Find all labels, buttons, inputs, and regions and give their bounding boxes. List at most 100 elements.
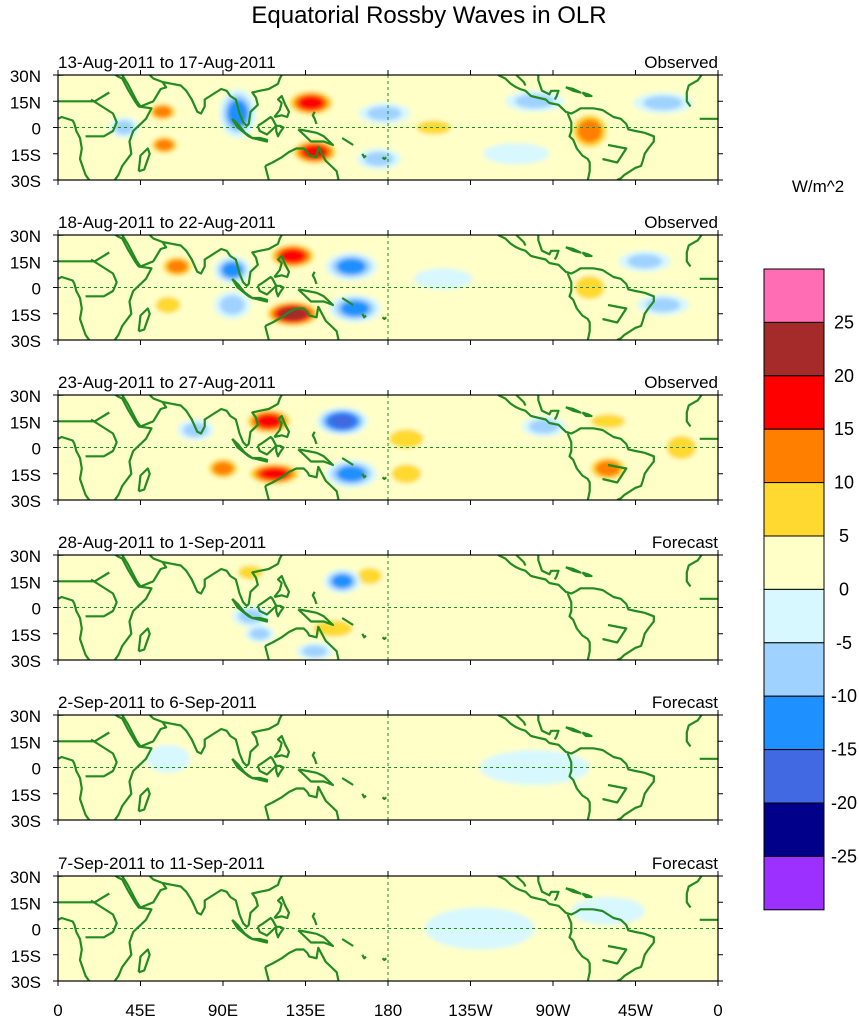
coastline bbox=[497, 395, 576, 435]
anomaly-contour bbox=[595, 460, 621, 477]
olr-anomaly-field bbox=[58, 876, 718, 981]
anomaly-contour bbox=[643, 95, 683, 111]
coastline bbox=[121, 715, 168, 748]
coastline bbox=[275, 604, 285, 618]
panel-status-label: Observed bbox=[644, 53, 718, 72]
coastlines bbox=[58, 235, 718, 340]
coastline bbox=[311, 111, 318, 125]
coastline bbox=[311, 751, 318, 765]
y-tick-label: 15S bbox=[11, 306, 41, 325]
panel-status-label: Forecast bbox=[652, 533, 718, 552]
coastline bbox=[264, 145, 340, 180]
coastline bbox=[121, 75, 168, 108]
x-tick-label: 0 bbox=[713, 1001, 722, 1020]
colorbar-label: 20 bbox=[834, 366, 854, 386]
anomaly-contour bbox=[574, 275, 605, 300]
colorbar-label: 5 bbox=[839, 526, 849, 546]
panel-date-range: 28-Aug-2011 to 1-Sep-2011 bbox=[58, 533, 266, 552]
colorbar-box bbox=[763, 535, 825, 590]
anomaly-contour bbox=[666, 435, 697, 460]
coastline bbox=[574, 427, 655, 500]
coastline bbox=[565, 566, 582, 574]
coastline bbox=[264, 165, 270, 180]
coastline bbox=[58, 876, 153, 981]
coastline bbox=[581, 571, 593, 578]
y-tick-label: 30S bbox=[11, 492, 41, 511]
coastline bbox=[565, 86, 582, 94]
coastline bbox=[381, 476, 387, 481]
y-tick-label: 15S bbox=[11, 626, 41, 645]
coastline bbox=[515, 395, 527, 407]
colorbar-label: -15 bbox=[831, 740, 857, 760]
anomaly-contour bbox=[571, 897, 645, 925]
coastline bbox=[137, 147, 151, 173]
anomaly-contour bbox=[212, 461, 234, 476]
map-panel-4: 28-Aug-2011 to 1-Sep-2011 Forecast 30N 15N 0… bbox=[10, 533, 723, 671]
colorbar-box bbox=[763, 855, 825, 911]
coastline bbox=[515, 555, 527, 567]
anomaly-contour bbox=[514, 94, 555, 109]
coastline bbox=[537, 235, 560, 261]
coastline bbox=[58, 411, 110, 423]
olr-anomaly-field bbox=[58, 555, 718, 660]
coastline bbox=[381, 156, 387, 161]
coastline bbox=[137, 467, 151, 493]
coastlines bbox=[58, 715, 718, 820]
map-panel-6: 7-Sep-2011 to 11-Sep-2011 Forecast 30N 15N 0… bbox=[10, 854, 723, 992]
coastline bbox=[685, 555, 703, 588]
coastline bbox=[264, 305, 340, 340]
coastline bbox=[381, 957, 387, 962]
colorbar-label: 0 bbox=[839, 579, 849, 599]
y-tick-label: 0 bbox=[32, 120, 41, 139]
x-tick-label: 90E bbox=[208, 1001, 238, 1020]
coastline bbox=[565, 887, 582, 895]
anomaly-contour bbox=[213, 932, 269, 960]
panel-date-range: 7-Sep-2011 to 11-Sep-2011 bbox=[58, 854, 265, 873]
olr-anomaly-field bbox=[58, 715, 718, 820]
y-tick-label: 15N bbox=[10, 413, 41, 432]
coastline bbox=[566, 914, 591, 981]
panel-status-label: Forecast bbox=[652, 854, 718, 873]
coastline bbox=[264, 625, 340, 660]
coastline bbox=[58, 916, 91, 981]
coastline bbox=[341, 137, 354, 146]
coastline bbox=[85, 98, 118, 138]
coastline bbox=[85, 738, 118, 778]
colorbar-box bbox=[763, 428, 825, 484]
coastline bbox=[275, 284, 285, 298]
y-tick-label: 0 bbox=[32, 440, 41, 459]
coastlines bbox=[58, 876, 718, 981]
anomaly-contour bbox=[219, 295, 245, 315]
coastline bbox=[297, 929, 335, 948]
coastline bbox=[58, 235, 153, 340]
coastline bbox=[381, 316, 387, 321]
anomaly-contour bbox=[340, 300, 370, 317]
coastline bbox=[566, 753, 591, 820]
coastline bbox=[58, 251, 110, 263]
colorbar-box bbox=[763, 482, 825, 537]
coastline bbox=[162, 395, 283, 447]
anomaly-contour bbox=[155, 296, 181, 314]
coastline bbox=[264, 465, 340, 500]
coastline bbox=[574, 747, 655, 820]
coastline bbox=[264, 966, 270, 981]
colorbar-box bbox=[763, 321, 825, 377]
y-tick-label: 30N bbox=[10, 387, 41, 406]
coastline bbox=[497, 75, 576, 115]
coastline bbox=[361, 633, 367, 639]
x-tick-label: 135W bbox=[448, 1001, 492, 1020]
colorbar-label: 10 bbox=[834, 473, 854, 493]
y-tick-label: 30N bbox=[10, 707, 41, 726]
map-panel-5: 2-Sep-2011 to 6-Sep-2011 Forecast 30N 15N 0 1… bbox=[10, 693, 723, 831]
coastline bbox=[58, 275, 91, 340]
coastline bbox=[602, 944, 628, 965]
coastline bbox=[566, 593, 591, 660]
coastline bbox=[264, 325, 270, 340]
y-tick-label: 15S bbox=[11, 786, 41, 805]
anomaly-contour bbox=[347, 725, 392, 747]
coastline bbox=[264, 645, 270, 660]
coastline bbox=[685, 876, 703, 909]
coastline bbox=[602, 143, 628, 164]
coastline bbox=[58, 755, 91, 820]
coastline bbox=[537, 395, 560, 421]
